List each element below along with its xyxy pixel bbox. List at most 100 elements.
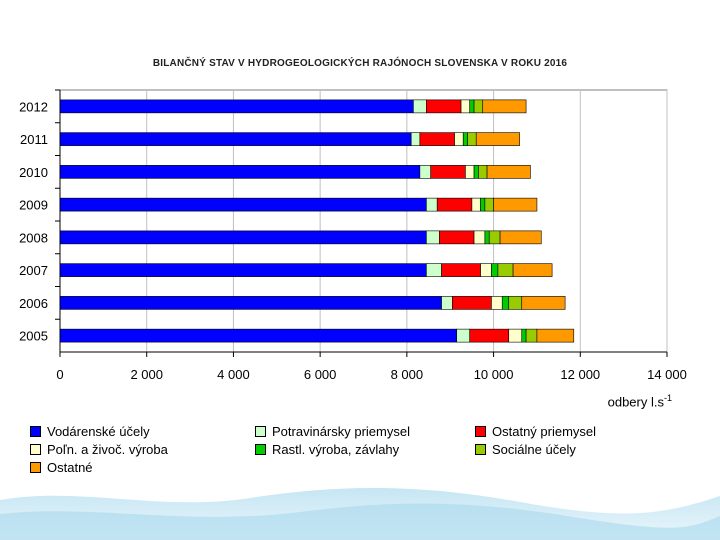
legend-label: Sociálne účely xyxy=(492,442,576,457)
x-tick-label: 10 000 xyxy=(474,367,514,382)
bar-segment xyxy=(452,296,492,310)
legend-swatch xyxy=(30,462,41,473)
bar-segment xyxy=(508,328,523,343)
legend-swatch xyxy=(255,444,266,455)
x-axis-label-text: odbery l.s xyxy=(607,394,664,410)
bar-segment xyxy=(482,99,527,114)
bar-segment xyxy=(59,197,427,212)
bar-segment xyxy=(484,197,494,212)
bar-segment xyxy=(419,132,455,146)
bar-segment xyxy=(59,328,458,343)
bar-segment xyxy=(456,328,471,343)
bar-segment xyxy=(462,132,468,146)
bar-segment xyxy=(521,296,566,310)
legend-label: Vodárenské účely xyxy=(47,424,150,439)
bar-segment xyxy=(508,296,523,310)
legend-swatch xyxy=(30,426,41,437)
bar-segment xyxy=(469,99,475,114)
bar-segment xyxy=(59,230,427,245)
legend-item: Poľn. a živoč. výroba xyxy=(30,442,168,457)
bar-segment xyxy=(486,165,531,179)
bar-segment xyxy=(441,296,453,310)
legend-label: Ostatný priemysel xyxy=(492,424,597,439)
bar-segment xyxy=(465,165,475,179)
bar-segment xyxy=(499,230,542,245)
bar-segment xyxy=(473,99,484,114)
bar-segment xyxy=(467,132,477,146)
legend-item: Ostatné xyxy=(30,460,93,475)
grid-layer xyxy=(59,89,668,353)
y-tick-label: 2012 xyxy=(19,99,48,114)
bar-segment xyxy=(491,296,503,310)
bar-segment xyxy=(478,165,488,179)
bar-segment xyxy=(454,132,464,146)
x-tick-label: 2 000 xyxy=(130,367,163,382)
bar-segment xyxy=(59,165,421,179)
plot-area xyxy=(59,89,668,353)
bar-segment xyxy=(436,197,473,212)
legend-swatch xyxy=(30,444,41,455)
legend-item: Vodárenské účely xyxy=(30,424,150,439)
legend-swatch xyxy=(475,426,486,437)
y-tick-label: 2007 xyxy=(19,263,48,278)
bar-segment xyxy=(471,197,481,212)
bar-segment xyxy=(413,99,427,114)
legend-item: Ostatný priemysel xyxy=(475,424,596,439)
y-tick-label: 2008 xyxy=(19,230,48,245)
bar-segment xyxy=(59,296,442,310)
bars-layer xyxy=(59,99,575,343)
legend-label: Ostatné xyxy=(47,460,93,475)
x-tick-label: 12 000 xyxy=(560,367,600,382)
x-axis-label-exponent: -1 xyxy=(663,393,672,403)
legend-item: Rastl. výroba, závlahy xyxy=(255,442,399,457)
decorative-wave-footer xyxy=(0,487,720,540)
bar-segment xyxy=(488,230,501,245)
bar-segment xyxy=(426,263,442,277)
bar-segment xyxy=(491,263,499,277)
legend-swatch xyxy=(255,426,266,437)
bar-segment xyxy=(480,263,492,277)
bar-segment xyxy=(439,230,475,245)
y-tick-label: 2006 xyxy=(19,296,48,311)
bar-segment xyxy=(497,263,514,277)
y-tick-label: 2005 xyxy=(19,329,48,344)
legend-item: Potravinársky priemysel xyxy=(255,424,410,439)
x-tick-label: 8 000 xyxy=(391,367,424,382)
bar-segment xyxy=(473,230,486,245)
bar-segment xyxy=(419,165,432,179)
bar-segment xyxy=(493,197,538,212)
bar-segment xyxy=(475,132,520,146)
bar-segment xyxy=(426,197,438,212)
y-tick-label: 2009 xyxy=(19,198,48,213)
bar-segment xyxy=(525,328,538,343)
legend-item: Sociálne účely xyxy=(475,442,576,457)
legend-label: Potravinársky priemysel xyxy=(272,424,410,439)
bar-segment xyxy=(59,263,427,277)
legend-label: Poľn. a živoč. výroba xyxy=(47,442,168,457)
chart-title: BILANČNÝ STAV V HYDROGEOLOGICKÝCH RAJÓNO… xyxy=(152,58,568,69)
x-axis-label: odbery l.s-1 xyxy=(608,393,672,409)
bar-segment xyxy=(473,165,479,179)
x-tick-label: 14 000 xyxy=(647,367,687,382)
bar-segment xyxy=(426,230,440,245)
x-tick-label: 6 000 xyxy=(304,367,337,382)
bar-segment xyxy=(484,230,490,245)
bar-segment xyxy=(521,328,527,343)
bar-segment xyxy=(501,296,510,310)
x-tick-label: 0 xyxy=(56,367,63,382)
bar-segment xyxy=(59,99,414,114)
bar-segment xyxy=(536,328,575,343)
bar-segment xyxy=(426,99,462,114)
bar-segment xyxy=(430,165,466,179)
y-tick-label: 2010 xyxy=(19,165,48,180)
y-tick-label: 2011 xyxy=(20,132,48,147)
bar-segment xyxy=(480,197,486,212)
legend-label: Rastl. výroba, závlahy xyxy=(272,442,400,457)
axis-layer: 0 2 000 4 000 6 000 8 000 10 000 12 000 14 000 2… xyxy=(19,89,687,382)
x-tick-label: 4 000 xyxy=(217,367,250,382)
legend-swatch xyxy=(475,444,486,455)
bar-segment xyxy=(460,99,471,114)
bar-segment xyxy=(469,328,510,343)
